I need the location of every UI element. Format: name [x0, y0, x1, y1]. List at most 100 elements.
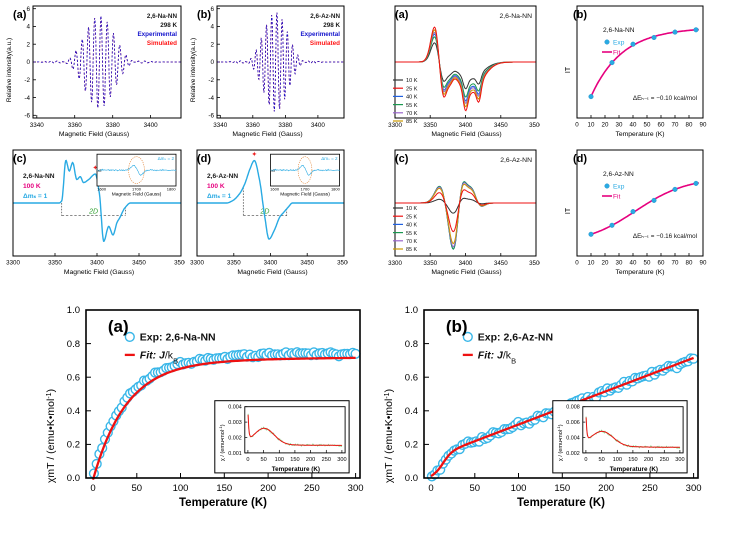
svg-text:60: 60: [658, 260, 665, 267]
svg-text:70: 70: [672, 122, 679, 129]
svg-text:1700: 1700: [301, 187, 311, 192]
svg-text:10 K: 10 K: [406, 78, 418, 84]
svg-text:3500: 3500: [174, 260, 185, 267]
svg-text:Magnetic Field (Gauss): Magnetic Field (Gauss): [112, 192, 162, 198]
svg-text:0.4: 0.4: [67, 406, 80, 417]
svg-text:0.0: 0.0: [405, 473, 418, 484]
svg-text:2: 2: [210, 41, 214, 48]
svg-text:3300: 3300: [190, 260, 204, 267]
svg-text:100 K: 100 K: [23, 183, 41, 190]
svg-text:3450: 3450: [494, 122, 508, 129]
svg-text:100: 100: [173, 483, 189, 494]
svg-text:0: 0: [90, 483, 95, 494]
svg-text:IT: IT: [565, 207, 572, 214]
svg-text:25 K: 25 K: [406, 86, 418, 92]
svg-text:IT: IT: [565, 66, 572, 73]
svg-text:100 K: 100 K: [207, 183, 225, 190]
svg-text:100: 100: [275, 457, 284, 463]
svg-text:10: 10: [588, 260, 595, 267]
svg-text:0.002: 0.002: [228, 436, 242, 442]
svg-text:0.2: 0.2: [67, 440, 80, 451]
svg-text:3450: 3450: [300, 260, 314, 267]
svg-text:200: 200: [644, 457, 653, 463]
svg-text:(c): (c): [13, 153, 27, 165]
svg-text:0.0: 0.0: [67, 473, 80, 484]
svg-text:Temperature (K): Temperature (K): [179, 497, 267, 509]
svg-text:0.2: 0.2: [405, 440, 418, 451]
svg-text:0.8: 0.8: [67, 339, 80, 350]
svg-text:Magnetic Field (Gauss): Magnetic Field (Gauss): [232, 131, 302, 138]
svg-text:3300: 3300: [388, 122, 402, 129]
svg-text:3500: 3500: [529, 122, 540, 129]
svg-text:(a): (a): [395, 9, 409, 21]
svg-text:(b): (b): [197, 9, 211, 21]
svg-text:Temperature (K): Temperature (K): [272, 466, 320, 473]
svg-text:3380: 3380: [106, 122, 121, 129]
svg-text:Magnetic Field (Gauss): Magnetic Field (Gauss): [64, 269, 134, 276]
svg-text:0: 0: [575, 122, 579, 129]
svg-text:20: 20: [602, 122, 609, 129]
svg-text:50: 50: [598, 457, 604, 463]
svg-text:(d): (d): [197, 153, 211, 165]
svg-text:1700: 1700: [132, 187, 142, 192]
svg-text:Relative intensity(a.u.): Relative intensity(a.u.): [6, 38, 13, 102]
svg-text:Fit: Fit: [613, 194, 620, 201]
svg-text:100: 100: [511, 483, 527, 494]
svg-text:3400: 3400: [144, 122, 159, 129]
svg-text:90: 90: [700, 122, 707, 129]
svg-text:3300: 3300: [388, 260, 402, 267]
svg-text:150: 150: [216, 483, 232, 494]
svg-text:(b): (b): [446, 317, 468, 336]
svg-text:50: 50: [260, 457, 266, 463]
svg-text:Fit: Fit: [613, 50, 620, 57]
svg-text:85 K: 85 K: [406, 119, 418, 125]
svg-text:200: 200: [260, 483, 276, 494]
svg-text:70 K: 70 K: [406, 239, 417, 245]
svg-text:Relative intensity(a.u.): Relative intensity(a.u.): [190, 38, 197, 102]
svg-text:2,6-Az-NN: 2,6-Az-NN: [500, 157, 532, 164]
svg-text:3350: 3350: [423, 260, 437, 267]
svg-text:-2: -2: [24, 77, 30, 84]
svg-text:150: 150: [290, 457, 299, 463]
svg-text:-2: -2: [208, 77, 214, 84]
svg-text:2,6-Na-NN: 2,6-Na-NN: [23, 173, 55, 180]
svg-text:0.006: 0.006: [566, 420, 580, 426]
svg-text:90: 90: [700, 260, 707, 267]
svg-text:3450: 3450: [132, 260, 146, 267]
svg-text:40 K: 40 K: [406, 223, 417, 229]
svg-text:4: 4: [26, 24, 30, 31]
svg-text:250: 250: [660, 457, 669, 463]
svg-text:0.001: 0.001: [228, 451, 242, 457]
svg-text:3350: 3350: [48, 260, 62, 267]
svg-text:x3: x3: [98, 169, 102, 173]
svg-text:70 K: 70 K: [406, 111, 418, 117]
svg-text:Exp: 2,6-Az-NN: Exp: 2,6-Az-NN: [478, 331, 553, 343]
svg-text:100: 100: [613, 457, 622, 463]
svg-text:3360: 3360: [246, 122, 261, 129]
svg-text:0: 0: [210, 59, 214, 66]
svg-text:3500: 3500: [529, 260, 540, 267]
svg-text:55 K: 55 K: [406, 231, 417, 237]
svg-text:Experimental: Experimental: [137, 31, 177, 38]
svg-text:0: 0: [584, 457, 587, 463]
svg-text:Exp: Exp: [613, 40, 625, 47]
svg-text:(b): (b): [573, 9, 587, 21]
svg-text:Δmₛ = 1: Δmₛ = 1: [207, 193, 232, 200]
svg-text:85 K: 85 K: [406, 247, 417, 253]
svg-text:Exp: 2,6-Na-NN: Exp: 2,6-Na-NN: [140, 331, 216, 343]
svg-text:3360: 3360: [68, 122, 83, 129]
svg-text:2D: 2D: [88, 209, 98, 216]
svg-text:4: 4: [210, 24, 214, 31]
svg-text:3450: 3450: [494, 260, 508, 267]
svg-text:3400: 3400: [459, 122, 473, 129]
svg-text:10: 10: [588, 122, 595, 129]
svg-text:0.008: 0.008: [566, 405, 580, 411]
svg-text:1.0: 1.0: [67, 305, 80, 316]
svg-text:70: 70: [672, 260, 679, 267]
svg-text:(c): (c): [395, 153, 409, 165]
svg-text:Temperature (K): Temperature (K): [615, 269, 664, 276]
svg-text:30: 30: [616, 260, 623, 267]
svg-text:ΔEₕ₋ₜ = −0.16 kcal/mol: ΔEₕ₋ₜ = −0.16 kcal/mol: [633, 233, 697, 240]
svg-text:2,6-Na-NN: 2,6-Na-NN: [500, 13, 533, 20]
svg-text:χmT / (emu•K•mol-1): χmT / (emu•K•mol-1): [383, 389, 395, 483]
